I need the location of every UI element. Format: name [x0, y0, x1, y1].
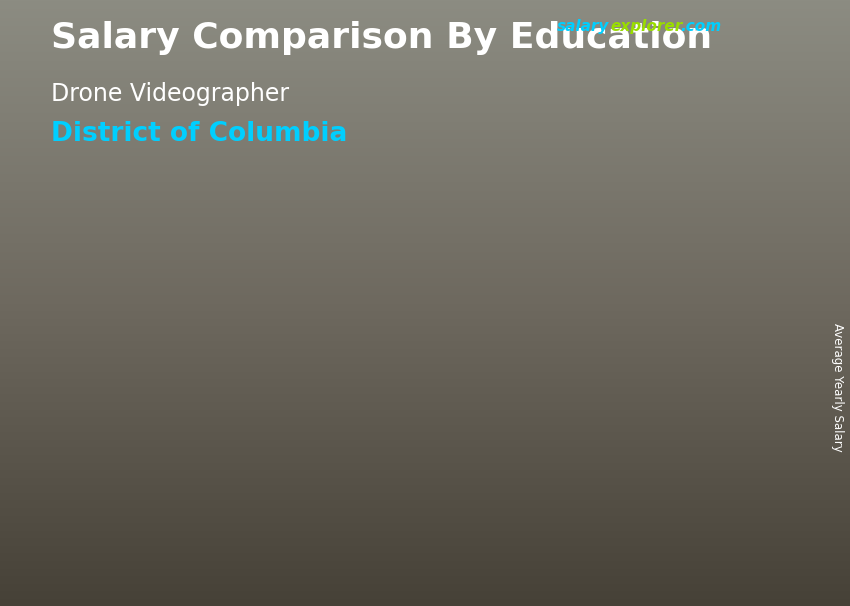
Bar [107, 426, 209, 428]
Bar [676, 45, 774, 53]
Text: +45%: +45% [366, 350, 459, 378]
Bar [373, 410, 382, 527]
Text: Salary Comparison By Education: Salary Comparison By Education [51, 21, 712, 55]
Bar [279, 408, 382, 410]
Bar [676, 67, 774, 73]
Text: 44,600 USD: 44,600 USD [99, 407, 209, 425]
Text: 52,500 USD: 52,500 USD [272, 390, 381, 407]
Text: 76,100 USD: 76,100 USD [444, 337, 552, 355]
Bar [676, 115, 774, 122]
Bar [676, 45, 715, 95]
Text: 99,600 USD: 99,600 USD [615, 284, 725, 302]
Bar [676, 73, 774, 81]
Bar [676, 122, 774, 129]
Bar [623, 305, 717, 527]
Text: .com: .com [680, 19, 721, 35]
Text: salary: salary [557, 19, 609, 35]
Text: +18%: +18% [193, 385, 287, 413]
Bar [201, 428, 209, 527]
Bar [279, 410, 373, 527]
Bar [676, 81, 774, 87]
Bar [676, 95, 774, 101]
Bar [676, 53, 774, 59]
Bar [676, 101, 774, 108]
Bar [676, 129, 774, 136]
Bar [623, 301, 725, 305]
Bar [676, 108, 774, 115]
Bar [676, 59, 774, 67]
Bar [450, 355, 553, 358]
Bar [107, 428, 201, 527]
Bar [546, 358, 553, 527]
Bar [717, 305, 725, 527]
Text: +31%: +31% [537, 299, 632, 327]
Text: District of Columbia: District of Columbia [51, 121, 348, 147]
Text: Average Yearly Salary: Average Yearly Salary [830, 324, 844, 452]
Text: Drone Videographer: Drone Videographer [51, 82, 289, 106]
Bar [676, 87, 774, 95]
Text: explorer: explorer [610, 19, 683, 35]
Bar [450, 358, 546, 527]
